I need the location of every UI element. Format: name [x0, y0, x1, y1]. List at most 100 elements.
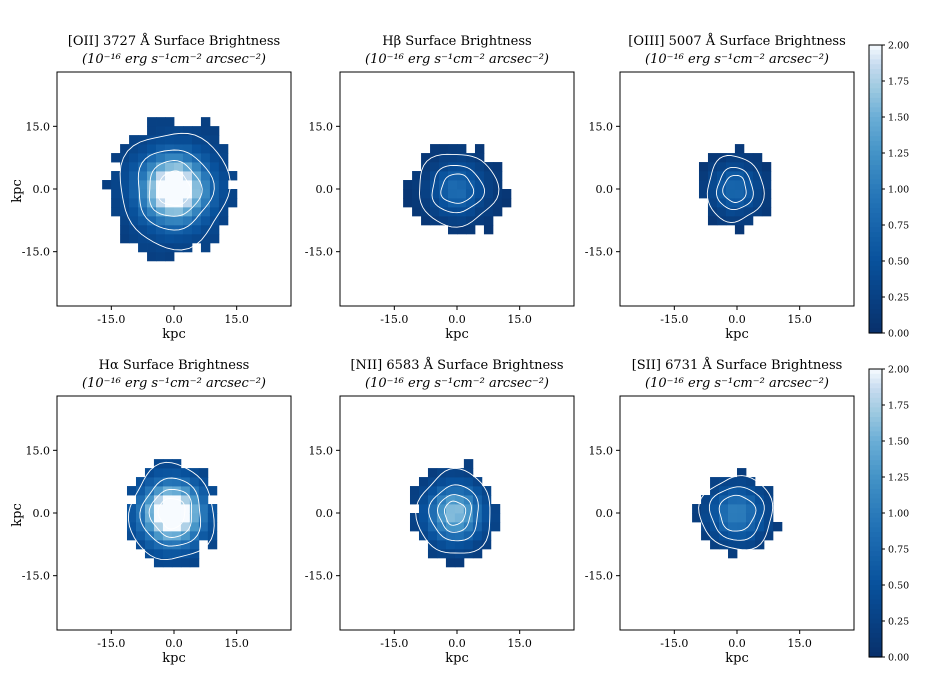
heatmap-cell: [481, 504, 492, 514]
heatmap-cell: [189, 486, 200, 496]
heatmap-cell: [129, 215, 139, 226]
heatmap-cell: [156, 171, 166, 181]
colorbar-segment: [869, 393, 882, 399]
contour-line: [428, 484, 479, 542]
heatmap-cell: [191, 144, 202, 154]
heatmap-cell: [198, 530, 209, 541]
heatmap-cell: [465, 180, 476, 190]
heatmap-cell: [165, 206, 175, 217]
heatmap-cell: [147, 126, 157, 136]
heatmap-cell: [126, 486, 137, 496]
heatmap-cell: [772, 521, 783, 532]
y-tick-label: 0.0: [596, 183, 614, 196]
colorbar-segment: [869, 484, 882, 490]
heatmap-cell: [716, 206, 727, 217]
heatmap-cell: [427, 504, 438, 514]
heatmap-cell: [156, 233, 166, 244]
colorbar-segment: [869, 45, 882, 51]
heatmap-cell: [182, 171, 193, 181]
colorbar-segment: [869, 241, 882, 248]
heatmap-cell: [457, 162, 467, 172]
colorbar-segment: [869, 652, 882, 658]
y-tick-label: 15.0: [26, 444, 51, 457]
contour-line: [722, 174, 747, 203]
colorbar-segment: [869, 232, 882, 238]
panel-subtitle: (10⁻¹⁶ erg s⁻¹cm⁻² arcsec⁻²): [82, 52, 266, 67]
colorbar-segment: [869, 642, 882, 648]
heatmap-cell: [439, 206, 449, 217]
heatmap-cell: [445, 513, 456, 523]
heatmap-cell: [207, 513, 218, 523]
colorbar-segment: [869, 589, 882, 596]
heatmap-cell: [707, 189, 718, 199]
heatmap-cell: [147, 189, 157, 199]
heatmap-cell: [182, 242, 193, 253]
heatmap-cell: [165, 144, 175, 154]
heatmap-cell: [156, 126, 166, 136]
colorbar-segment: [869, 131, 882, 137]
colorbar-segment: [869, 412, 882, 418]
colorbar-segment: [869, 222, 882, 228]
colorbar-segment: [869, 193, 882, 200]
heatmap-cell: [138, 242, 148, 253]
colorbar-segment: [869, 565, 882, 572]
heatmap-cell: [745, 513, 756, 523]
heatmap-cell: [716, 197, 727, 208]
colorbar-segment: [869, 270, 882, 276]
colorbar-segment: [869, 609, 882, 615]
heatmap-cell: [465, 171, 476, 181]
heatmap-cell: [120, 144, 130, 154]
heatmap-cell: [454, 495, 465, 505]
heatmap-cell: [144, 477, 155, 487]
colorbar-segment: [869, 251, 882, 257]
x-axis-label: kpc: [445, 327, 468, 342]
heatmap-cell: [162, 557, 173, 568]
heatmap-cell: [191, 224, 202, 235]
heatmap-cell: [111, 153, 121, 163]
heatmap-cell: [483, 215, 494, 226]
heatmap-cell: [454, 468, 465, 478]
colorbar-segment: [869, 83, 882, 89]
heatmap-cell: [439, 189, 449, 199]
heatmap-cell: [156, 224, 166, 235]
heatmap-cell: [412, 171, 422, 181]
heatmap-cell: [174, 180, 184, 190]
heatmap-cell: [472, 486, 483, 496]
heatmap-cell: [209, 197, 220, 208]
heatmap-cell: [701, 513, 711, 523]
heatmap-cell: [454, 530, 465, 541]
heatmap-cell: [490, 521, 501, 532]
heatmap-cell: [165, 135, 175, 145]
heatmap-cell: [409, 521, 420, 532]
heatmap-cell: [198, 468, 209, 478]
heatmap-cell: [156, 153, 166, 163]
colorbar-segment: [869, 465, 882, 471]
y-tick-label: -15.0: [305, 246, 333, 259]
heatmap-cell: [227, 189, 238, 199]
colorbar-segment: [869, 97, 882, 104]
heatmap-cell: [445, 557, 456, 568]
panel-title: Hβ Surface Brightness: [382, 34, 531, 49]
heatmap-cell: [710, 539, 720, 550]
heatmap-cell: [412, 197, 422, 208]
heatmap-cell: [436, 513, 447, 523]
heatmap-cell: [153, 557, 164, 568]
heatmap-cell: [734, 206, 745, 217]
heatmap-cell: [171, 521, 182, 532]
heatmap-cell: [138, 189, 148, 199]
heatmap-cell: [481, 495, 492, 505]
heatmap-cell: [436, 477, 447, 487]
heatmap-cell: [728, 548, 738, 559]
heatmap-cell: [120, 171, 130, 181]
heatmap-cell: [147, 215, 157, 226]
heatmap-cell: [745, 530, 756, 541]
heatmap-cell: [182, 224, 193, 235]
heatmap-cell: [418, 495, 429, 505]
heatmap-cell: [728, 530, 738, 541]
heatmap-cell: [490, 504, 501, 514]
heatmap-cell: [492, 180, 503, 190]
heatmap-cell: [111, 171, 121, 181]
heatmap-cell: [725, 189, 736, 199]
heatmap-cell: [752, 206, 763, 217]
